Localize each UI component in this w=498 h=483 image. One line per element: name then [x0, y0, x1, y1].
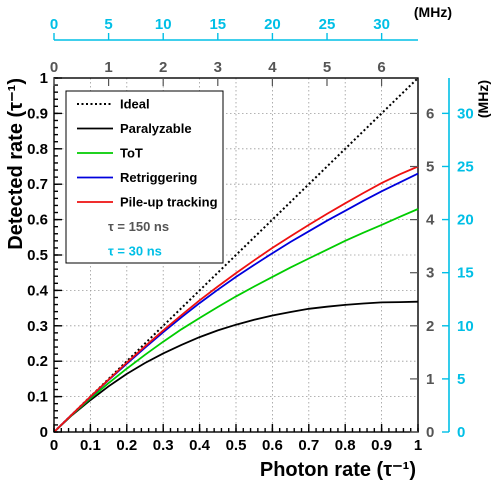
x-axis-title: Photon rate (τ⁻¹)	[260, 459, 416, 481]
axes-layer: 0 0.1 0.2 0.3 0.4 0.5 0.6 0.7 0.8 0.9 100.10.20.30…	[27, 16, 474, 454]
legend-label: Paralyzable	[120, 121, 192, 136]
top-mhz-tick-label: 0	[50, 16, 58, 33]
x-tick-label: 0.2	[116, 437, 137, 454]
x-tick-label: 0.3	[153, 437, 174, 454]
top-gray-tick-label: 1	[104, 59, 112, 76]
right-mhz-tick-label: 15	[457, 265, 474, 282]
top-mhz-tick-label: 15	[209, 16, 226, 33]
y-tick-label: 1	[40, 70, 48, 87]
top-gray-tick-label: 5	[323, 59, 331, 76]
x-tick-label: 0	[50, 437, 58, 454]
x-tick-label: 0.9	[371, 437, 392, 454]
x-tick-label: 0.4	[189, 437, 211, 454]
top-mhz-tick-label: 5	[104, 16, 112, 33]
x-tick-label: 0.6	[262, 437, 283, 454]
series-line-ideal	[53, 77, 419, 433]
y-tick-label: 0.1	[27, 389, 48, 406]
legend-label: Pile-up tracking	[120, 195, 218, 210]
y-tick-label: 0.8	[27, 141, 48, 158]
y-tick-label: 0.4	[27, 282, 49, 299]
x-tick-label: 0.8	[335, 437, 356, 454]
y-tick-label: 0.5	[27, 247, 48, 264]
y-tick-label: 0.6	[27, 212, 48, 229]
top-axis-unit: (MHz)	[414, 4, 452, 20]
right-gray-tick-label: 0	[426, 424, 434, 441]
right-mhz-tick-label: 0	[457, 424, 465, 441]
top-mhz-tick-label: 25	[319, 16, 336, 33]
y-tick-label: 0.9	[27, 105, 48, 122]
right-gray-tick-label: 5	[426, 159, 434, 176]
series-line-tot	[53, 208, 419, 433]
series-line-paralyzable	[53, 300, 419, 433]
right-mhz-tick-label: 5	[457, 371, 465, 388]
legend-note: τ = 150 ns	[108, 219, 169, 234]
y-tick-label: 0.2	[27, 353, 48, 370]
top-gray-tick-label: 2	[159, 59, 167, 76]
top-gray-tick-label: 0	[50, 59, 58, 76]
legend-label: Ideal	[120, 97, 150, 112]
y-tick-label: 0	[40, 424, 48, 441]
x-tick-label: 1	[414, 437, 422, 454]
right-mhz-tick-label: 20	[457, 212, 474, 229]
y-tick-label: 0.7	[27, 176, 48, 193]
top-gray-tick-label: 4	[268, 59, 277, 76]
x-tick-label: 0.5	[226, 437, 247, 454]
series-line-pile-up-tracking	[53, 165, 419, 433]
top-gray-tick-label: 6	[377, 59, 385, 76]
legend: Ideal Paralyzable ToT Retriggering Pile-up t…	[65, 90, 224, 264]
top-mhz-tick-label: 20	[264, 16, 281, 33]
right-axis-unit: (MHz)	[475, 80, 491, 118]
top-gray-tick-label: 3	[214, 59, 222, 76]
x-tick-label: 0.7	[298, 437, 319, 454]
right-gray-tick-label: 3	[426, 265, 434, 282]
right-gray-tick-label: 2	[426, 318, 434, 335]
right-mhz-tick-label: 25	[457, 158, 474, 175]
right-gray-tick-label: 1	[426, 371, 434, 388]
legend-label: ToT	[120, 146, 143, 161]
legend-label: Retriggering	[120, 170, 197, 185]
series-layer	[53, 77, 419, 433]
right-mhz-tick-label: 10	[457, 318, 474, 335]
y-axis-title: Detected rate (τ⁻¹)	[5, 78, 27, 250]
top-mhz-tick-label: 10	[155, 16, 172, 33]
right-mhz-tick-label: 30	[457, 105, 474, 122]
top-mhz-tick-label: 30	[373, 16, 390, 33]
y-tick-label: 0.3	[27, 318, 48, 335]
legend-note: τ = 30 ns	[108, 244, 162, 259]
right-gray-tick-label: 4	[426, 212, 435, 229]
right-gray-tick-label: 6	[426, 105, 434, 122]
x-tick-label: 0.1	[80, 437, 101, 454]
